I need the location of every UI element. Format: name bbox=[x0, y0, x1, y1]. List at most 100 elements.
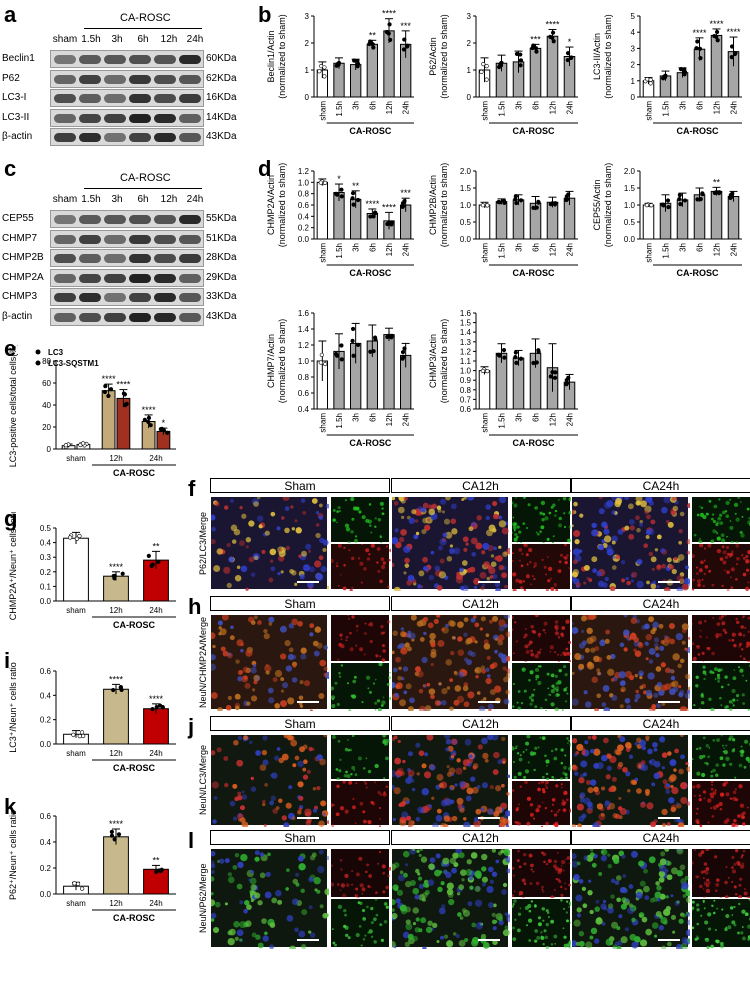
cell-mark bbox=[625, 898, 630, 903]
blot-row-label: LC3-I bbox=[2, 92, 27, 103]
x-axis-label: CA-ROSC bbox=[513, 268, 555, 278]
y-axis-label: CHMP3/Actin bbox=[428, 334, 438, 388]
cell-mark bbox=[683, 578, 690, 585]
blot-band-row bbox=[50, 268, 204, 287]
cell-mark bbox=[368, 503, 372, 506]
cell-mark bbox=[593, 762, 600, 769]
cell-mark bbox=[368, 929, 373, 934]
cell-mark bbox=[602, 899, 607, 904]
cell-mark bbox=[724, 555, 729, 560]
y-tick-label: 60 bbox=[42, 379, 51, 388]
bar bbox=[546, 35, 559, 98]
cell-mark bbox=[654, 891, 662, 899]
cell-mark bbox=[303, 759, 308, 765]
cell-mark bbox=[747, 581, 750, 584]
cell-mark bbox=[251, 932, 257, 938]
cell-mark bbox=[443, 934, 448, 939]
cell-mark bbox=[734, 892, 738, 896]
cell-mark bbox=[579, 797, 585, 803]
cell-mark bbox=[468, 566, 475, 573]
cell-mark bbox=[526, 796, 531, 801]
cell-mark bbox=[511, 937, 516, 942]
cell-mark bbox=[747, 708, 750, 711]
cell-mark bbox=[618, 671, 626, 679]
cell-mark bbox=[671, 497, 677, 501]
cell-mark bbox=[348, 617, 351, 621]
cell-mark bbox=[451, 852, 459, 859]
cell-mark bbox=[240, 648, 244, 653]
cell-mark bbox=[517, 771, 522, 776]
cell-mark bbox=[556, 569, 561, 574]
cell-mark bbox=[562, 497, 566, 501]
cell-mark bbox=[635, 941, 639, 945]
cell-mark bbox=[290, 739, 298, 747]
cell-mark bbox=[721, 545, 725, 549]
cell-mark bbox=[645, 738, 649, 742]
cell-mark bbox=[291, 570, 297, 576]
cell-mark bbox=[652, 896, 659, 902]
cell-mark bbox=[291, 898, 299, 906]
cell-mark bbox=[403, 557, 410, 564]
cell-mark bbox=[250, 695, 258, 702]
blot-row-label: CEP55 bbox=[2, 213, 34, 224]
cell-mark bbox=[272, 677, 278, 683]
data-point bbox=[355, 64, 360, 69]
cell-mark bbox=[287, 653, 295, 661]
cell-mark bbox=[379, 579, 383, 584]
cell-mark bbox=[732, 748, 736, 751]
cell-mark bbox=[619, 886, 627, 894]
cell-mark bbox=[664, 586, 671, 591]
cell-mark bbox=[544, 759, 550, 764]
cell-mark bbox=[350, 773, 353, 776]
data-point bbox=[112, 576, 117, 581]
cell-mark bbox=[529, 812, 534, 817]
cell-mark bbox=[584, 701, 592, 708]
cell-mark bbox=[399, 631, 406, 638]
cell-mark bbox=[269, 944, 275, 949]
cell-mark bbox=[577, 823, 582, 827]
cell-mark bbox=[331, 735, 336, 740]
cell-mark bbox=[708, 746, 711, 749]
cell-mark bbox=[711, 783, 714, 786]
cell-mark bbox=[391, 784, 395, 790]
data-point bbox=[649, 203, 654, 208]
cell-mark bbox=[558, 516, 562, 521]
y-tick-label: 1.0 bbox=[298, 357, 310, 366]
cell-mark bbox=[216, 548, 223, 555]
cell-mark bbox=[213, 565, 221, 573]
bar bbox=[103, 836, 129, 895]
blot-band bbox=[129, 273, 151, 283]
data-point bbox=[339, 343, 344, 348]
cell-mark bbox=[422, 684, 426, 688]
cell-mark bbox=[368, 622, 374, 627]
x-tick-label: 24h bbox=[402, 243, 411, 256]
cell-mark bbox=[301, 944, 307, 949]
data-point bbox=[334, 191, 339, 196]
bar bbox=[710, 34, 723, 98]
cell-mark bbox=[632, 615, 638, 620]
cell-mark bbox=[211, 918, 215, 922]
cell-mark bbox=[702, 901, 705, 904]
cell-mark bbox=[458, 939, 466, 947]
cell-mark bbox=[498, 520, 506, 528]
cell-mark bbox=[292, 664, 297, 668]
cell-mark bbox=[352, 679, 356, 684]
cell-mark bbox=[250, 776, 255, 781]
cell-mark bbox=[733, 818, 737, 823]
cell-mark bbox=[530, 693, 534, 697]
cell-mark bbox=[338, 510, 341, 513]
x-tick-label: sham bbox=[66, 749, 86, 758]
cell-mark bbox=[483, 643, 490, 650]
cell-mark bbox=[533, 746, 537, 750]
cell-mark bbox=[711, 583, 715, 587]
x-tick-label: 12h bbox=[109, 899, 122, 908]
cell-mark bbox=[513, 775, 517, 780]
cell-mark bbox=[696, 771, 701, 776]
cell-mark bbox=[560, 761, 563, 765]
x-tick-label: 1.5h bbox=[335, 101, 344, 117]
cell-mark bbox=[724, 927, 728, 932]
x-tick-label: sham bbox=[318, 101, 327, 121]
cell-mark bbox=[562, 765, 567, 770]
cell-mark bbox=[359, 561, 364, 566]
cell-mark bbox=[382, 890, 386, 894]
